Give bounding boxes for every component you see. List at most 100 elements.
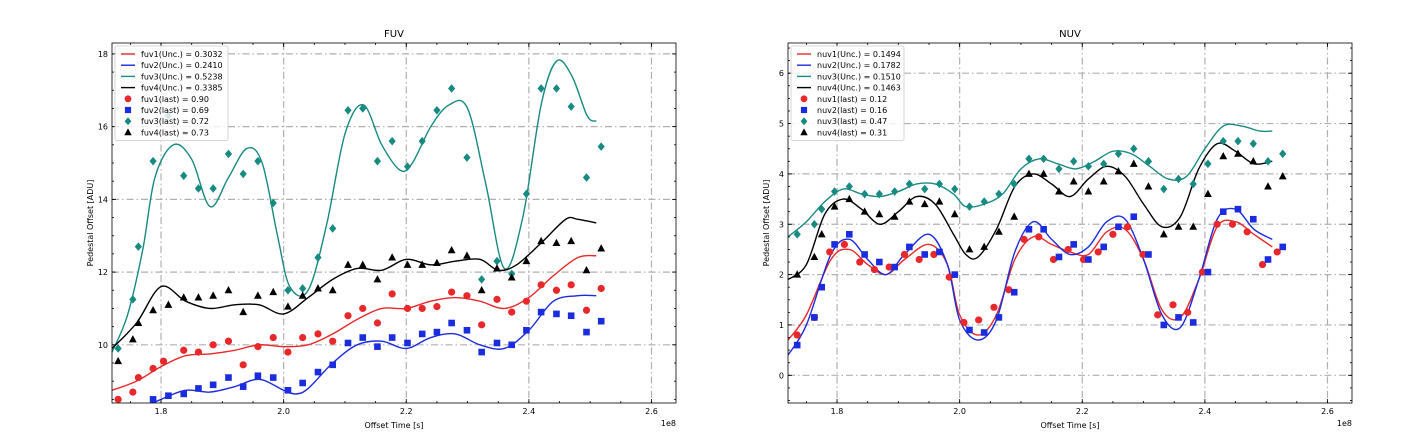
chart-fuv-series-4-point-25: [478, 321, 485, 328]
chart-nuv-ytick-label-2: 2: [779, 271, 784, 280]
chart-nuv-ylabel: Pedestal Offset [ADU]: [762, 180, 771, 267]
chart-nuv-series-5-point-30: [1235, 206, 1242, 213]
chart-fuv-series-5-point-19: [389, 334, 396, 341]
chart-fuv-series-5-point-9: [240, 383, 247, 390]
chart-fuv-series-5-point-12: [285, 387, 292, 394]
chart-nuv-series-4-point-12: [975, 316, 982, 323]
chart-fuv-legend-entry-2-label: fuv3(Unc.) = 0.5238: [141, 72, 223, 81]
chart-fuv-x-multiplier: 1e8: [661, 419, 676, 428]
chart-nuv-series-4-point-29: [1229, 221, 1236, 228]
chart-nuv-legend-entry-2-label: nuv3(Unc.) = 0.1510: [817, 72, 901, 81]
chart-nuv-series-4-point-15: [1020, 236, 1027, 243]
chart-nuv-ytick-label-1: 1: [779, 321, 784, 330]
chart-fuv-series-4-point-0: [115, 396, 122, 403]
chart-nuv-series-5-point-26: [1175, 314, 1182, 321]
chart-fuv-series-5-point-27: [508, 342, 515, 349]
chart-nuv-legend-entry-0-label: nuv1(Unc.) = 0.1494: [817, 50, 901, 59]
chart-fuv-series-4-point-17: [359, 305, 366, 312]
chart-nuv-xtick-label-3: 2.4: [1199, 407, 1212, 416]
chart-nuv-ytick-label-0: 0: [779, 371, 784, 380]
chart-nuv-series-5-point-7: [891, 264, 898, 271]
chart-nuv-legend-entry-3-label: nuv4(Unc.) = 0.1463: [817, 84, 901, 93]
chart-nuv-series-5-point-3: [831, 241, 838, 248]
chart-fuv-series-4-point-19: [389, 290, 396, 297]
chart-fuv-series-5-point-32: [583, 329, 590, 336]
chart-fuv-legend: fuv1(Unc.) = 0.3032fuv2(Unc.) = 0.2410fu…: [115, 46, 228, 141]
chart-fuv-series-4-point-24: [463, 292, 470, 299]
chart-nuv-series-5-point-31: [1250, 216, 1257, 223]
chart-fuv-series-4-point-1: [129, 388, 136, 395]
chart-fuv-series-4-point-32: [583, 307, 590, 314]
chart-fuv-legend-entry-4-key: [125, 95, 132, 102]
chart-fuv-ytick-label-2: 14: [98, 195, 108, 204]
chart-nuv-series-5-point-13: [981, 329, 988, 336]
chart-nuv-series-5-point-5: [861, 251, 868, 258]
chart-nuv-series-4-point-0: [794, 331, 801, 338]
chart-fuv-series-5-point-20: [404, 340, 411, 347]
chart-fuv-series-4-point-8: [225, 338, 232, 345]
chart-fuv-series-5-point-18: [374, 343, 381, 350]
chart-nuv-series-5-point-17: [1040, 226, 1047, 233]
chart-fuv-xtick-label-4: 2.6: [645, 407, 658, 416]
chart-nuv-series-5-point-1: [811, 314, 818, 321]
chart-nuv-series-4-point-28: [1214, 221, 1221, 228]
chart-fuv-series-5-point-26: [494, 340, 501, 347]
chart-fuv-legend-box: [115, 46, 228, 141]
chart-nuv-series-5-point-6: [876, 259, 883, 266]
chart-fuv-legend-entry-1-label: fuv2(Unc.) = 0.2410: [141, 61, 223, 70]
chart-fuv-series-4-point-21: [419, 305, 426, 312]
chart-nuv-series-5-point-18: [1056, 254, 1063, 261]
chart-fuv-xtick-label-2: 2.2: [400, 407, 413, 416]
chart-nuv-series-4-point-22: [1124, 223, 1131, 230]
chart-nuv-legend-entry-5-label: nuv2(last) = 0.16: [817, 106, 887, 115]
chart-fuv-legend-entry-4-label: fuv1(last) = 0.90: [141, 95, 209, 104]
chart-fuv-series-5-point-7: [210, 382, 217, 389]
chart-fuv-series-5-point-1: [130, 407, 137, 414]
chart-nuv-series-5-point-11: [951, 271, 958, 278]
chart-fuv-series-5-point-0: [115, 411, 122, 418]
chart-fuv-series-4-point-9: [240, 361, 247, 368]
chart-fuv-series-5-point-22: [434, 329, 441, 336]
chart-nuv-series-5-point-29: [1220, 208, 1227, 215]
chart-fuv-series-4-point-3: [149, 365, 156, 372]
chart-nuv-legend-entry-4-label: nuv1(last) = 0.12: [817, 95, 887, 104]
chart-fuv-series-4-point-4: [160, 358, 167, 365]
chart-fuv-title: FUV: [384, 29, 404, 40]
chart-nuv-series-5-point-22: [1115, 223, 1122, 230]
chart-nuv-xtick-label-2: 2.2: [1076, 407, 1089, 416]
chart-fuv-series-4-point-11: [270, 334, 277, 341]
chart-nuv-xtick-label-0: 1.8: [831, 407, 844, 416]
chart-fuv-series-5-point-13: [299, 380, 306, 387]
chart-fuv-series-5-point-4: [165, 392, 172, 399]
chart-nuv-ytick-label-4: 4: [779, 170, 784, 179]
chart-nuv-series-4-point-21: [1109, 231, 1116, 238]
chart-fuv-series-5-point-31: [568, 312, 575, 319]
chart-fuv-series-4-point-29: [538, 281, 545, 288]
chart-fuv-series-4-point-10: [254, 343, 261, 350]
chart-nuv-legend: nuv1(Unc.) = 0.1494 nuv2(Unc.) = 0.1782 nu…: [791, 46, 904, 141]
chart-nuv-ytick-label-3: 3: [779, 220, 784, 229]
chart-fuv-series-5-point-17: [359, 334, 366, 341]
chart-nuv-series-5-point-32: [1265, 256, 1272, 263]
chart-fuv-series-5-point-10: [255, 372, 262, 379]
chart-fuv-series-5-point-2: [135, 403, 142, 410]
chart-fuv-series-5-point-33: [598, 318, 605, 325]
chart-fuv-xtick-label-1: 2.0: [277, 407, 290, 416]
chart-fuv-series-5-point-30: [553, 311, 560, 318]
chart-fuv-series-4-point-12: [284, 348, 291, 355]
chart-nuv-series-5-point-25: [1160, 322, 1167, 329]
chart-nuv-series-4-point-11: [960, 319, 967, 326]
chart-fuv-legend-entry-5-label: fuv2(last) = 0.69: [141, 106, 209, 115]
chart-nuv-xlabel: Offset Time [s]: [1040, 421, 1099, 430]
chart-fuv-series-4-point-28: [523, 298, 530, 305]
chart-fuv-series-4-point-13: [299, 334, 306, 341]
chart-fuv-series-4-point-22: [433, 303, 440, 310]
chart-nuv-series-4-point-25: [1169, 301, 1176, 308]
chart-fuv-series-5-point-28: [523, 327, 530, 334]
chart-fuv-series-4-point-7: [210, 341, 217, 348]
chart-nuv-ytick-label-5: 5: [779, 120, 784, 129]
chart-nuv-legend-entry-5-key: [801, 107, 807, 113]
chart-nuv-series-5-point-14: [996, 314, 1003, 321]
chart-fuv-ylabel: Pedestal Offset [ADU]: [86, 180, 95, 267]
chart-nuv-series-5-point-9: [921, 251, 928, 258]
